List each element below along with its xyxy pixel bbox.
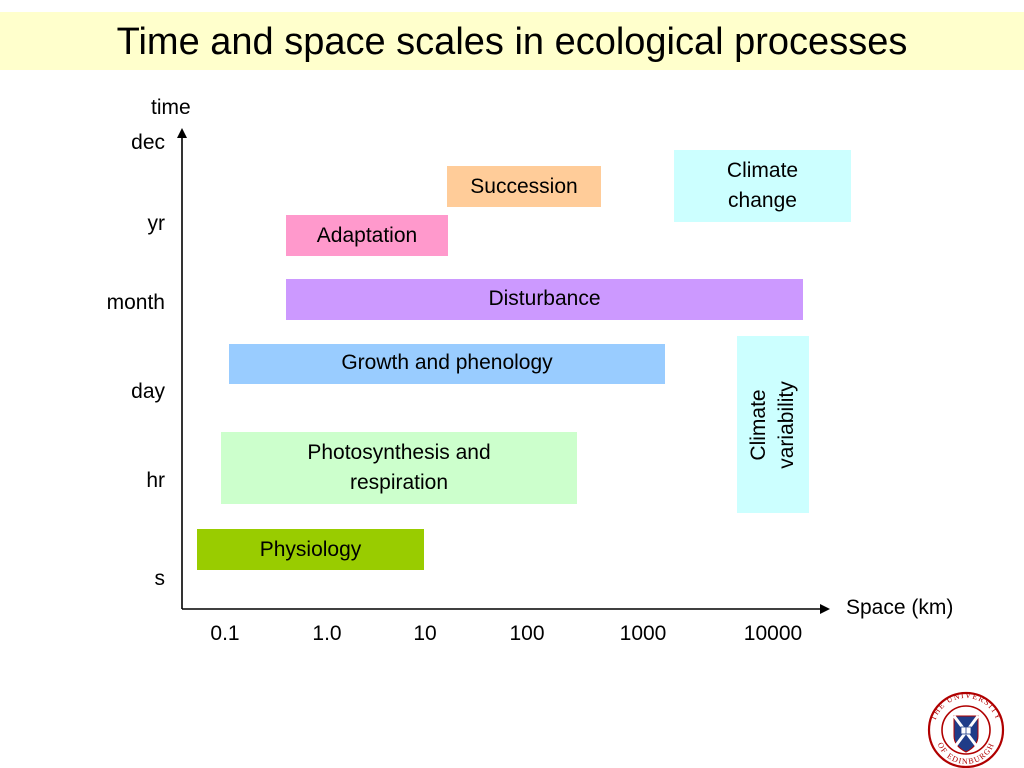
box-growth-and-phenology-label: Growth and phenology [341, 351, 553, 374]
box-disturbance-label: Disturbance [488, 287, 601, 310]
box-growth-and-phenology: Growth and phenology [229, 344, 665, 384]
box-physiology: Physiology [197, 529, 424, 570]
y-tick-day: day [131, 380, 165, 403]
box-succession-label: Succession [470, 174, 578, 198]
box-adaptation-label: Adaptation [316, 223, 418, 247]
title-bar [0, 12, 1024, 70]
page-title: Time and space scales in ecological proc… [116, 21, 908, 63]
box-climate-variability-label: Climate variability [747, 380, 799, 469]
box-photosynthesis-and-respiration-label: Photosynthesis and respiration [307, 441, 491, 494]
y-tick-month: month [106, 291, 165, 314]
x-tick-0-1: 0.1 [210, 622, 240, 645]
x-tick-1000: 1000 [619, 622, 667, 645]
y-tick-hr: hr [146, 469, 165, 492]
box-physiology-label: Physiology [259, 537, 362, 561]
x-tick-10: 10 [413, 622, 437, 645]
y-tick-dec: dec [131, 131, 165, 154]
box-photosynthesis-and-respiration: Photosynthesis and respiration [221, 432, 577, 504]
x-tick-1-0: 1.0 [312, 622, 342, 645]
y-tick-s: s [154, 567, 166, 590]
y-tick-yr: yr [147, 212, 166, 235]
x-tick-100: 100 [509, 622, 545, 645]
y-axis-label: time [151, 96, 191, 119]
box-climate-variability: Climate variability [737, 336, 809, 513]
x-tick-10000: 10000 [743, 622, 803, 645]
box-succession: Succession [447, 166, 601, 207]
x-axis-label: Space (km) [846, 596, 954, 619]
box-climate-change-label: Climate change [726, 159, 799, 212]
university-seal-logo: THE UNIVERSITY OF EDINBURGH [927, 691, 1005, 768]
box-disturbance: Disturbance [286, 279, 803, 320]
box-adaptation: Adaptation [286, 215, 448, 256]
box-climate-change: Climate change [674, 150, 851, 222]
